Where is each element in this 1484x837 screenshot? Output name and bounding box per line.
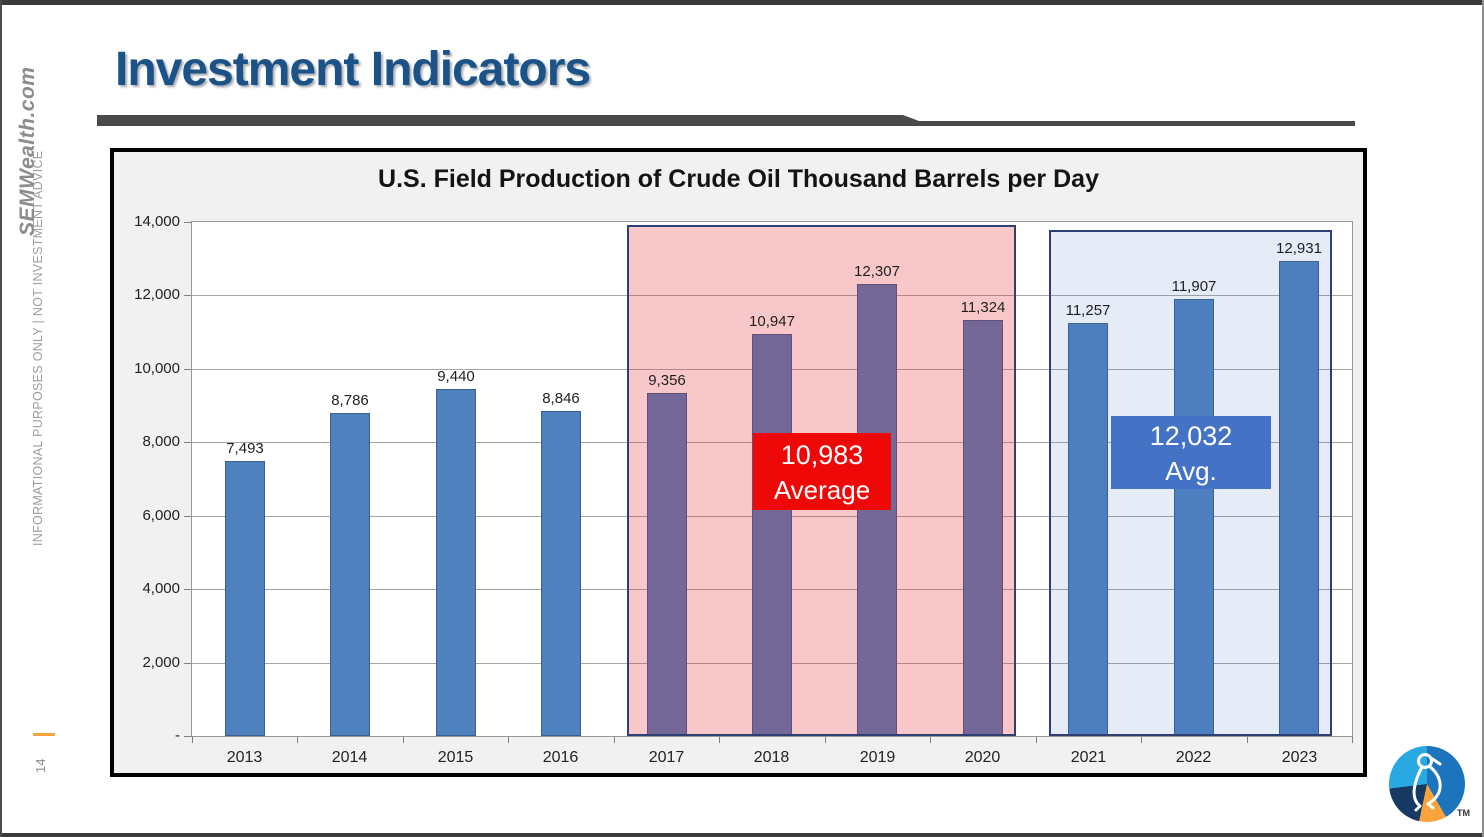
- y-axis-label: 6,000: [142, 507, 180, 524]
- x-axis-tick: [1141, 736, 1142, 743]
- plot-area: 10,983 Average 12,032 Avg. 7,493 8,786 9,440 8,…: [192, 222, 1352, 736]
- bar-2015: [436, 389, 476, 736]
- bar-2016: [541, 411, 581, 736]
- bar-2013: [225, 461, 265, 736]
- bar-2017: [647, 393, 687, 736]
- bar-2018: [752, 334, 792, 736]
- y-axis-tick: [184, 442, 191, 443]
- x-axis-label: 2022: [1175, 749, 1212, 766]
- page-number-rule: [33, 733, 55, 736]
- bar-2021: [1068, 323, 1108, 736]
- bar-2023: [1279, 261, 1319, 736]
- bar-2014: [330, 413, 370, 736]
- left-border-line: [0, 0, 2, 837]
- trademark-symbol: TM: [1457, 808, 1470, 818]
- bar-value-label: 8,846: [542, 390, 580, 407]
- title-divider: [97, 115, 1355, 126]
- pie-logo-icon: [1389, 746, 1465, 822]
- average-value: 10,983: [780, 439, 864, 470]
- y-axis-tick: [184, 295, 191, 296]
- y-axis-tick: [184, 736, 191, 737]
- average-value: 12,032: [1149, 420, 1233, 451]
- x-axis-label: 2014: [331, 749, 368, 766]
- y-axis-label: 2,000: [142, 654, 180, 671]
- slide-title: Investment Indicators: [115, 43, 591, 96]
- bar-value-label: 12,931: [1276, 240, 1322, 257]
- y-axis-tick: [184, 222, 191, 223]
- x-axis-label: 2017: [648, 749, 685, 766]
- x-axis-tick: [1352, 736, 1353, 743]
- y-axis-label: 8,000: [142, 433, 180, 450]
- title-divider-thick: [97, 115, 903, 126]
- average-box-2017-2020: 10,983 Average: [753, 433, 891, 510]
- x-axis-tick: [825, 736, 826, 743]
- bar-value-label: 12,307: [854, 263, 900, 280]
- page-number: 14: [33, 758, 48, 773]
- x-axis-label: 2021: [1070, 749, 1107, 766]
- y-axis-tick: [184, 663, 191, 664]
- sem-logo: [1389, 746, 1465, 822]
- x-axis-label: 2020: [964, 749, 1001, 766]
- right-border-line: [1482, 0, 1484, 837]
- x-axis-tick: [614, 736, 615, 743]
- y-axis-tick: [184, 516, 191, 517]
- bar-2019: [857, 284, 897, 736]
- bar-2020: [963, 320, 1003, 736]
- bar-value-label: 9,356: [648, 372, 686, 389]
- y-axis-label: 14,000: [134, 213, 180, 230]
- disclaimer-text: INFORMATIONAL PURPOSES ONLY | NOT INVEST…: [31, 150, 45, 546]
- top-border-strip: [0, 0, 1484, 5]
- title-divider-step: [903, 115, 919, 126]
- x-axis-label: 2015: [437, 749, 474, 766]
- x-axis-label: 2019: [859, 749, 896, 766]
- gridline: [192, 295, 1352, 296]
- x-axis-tick: [1036, 736, 1037, 743]
- x-axis-tick: [297, 736, 298, 743]
- x-axis-tick: [719, 736, 720, 743]
- bar-value-label: 11,324: [960, 299, 1006, 316]
- x-axis-tick: [192, 736, 193, 743]
- x-axis-label: 2023: [1281, 749, 1318, 766]
- y-axis-tick: [184, 589, 191, 590]
- bar-value-label: 11,907: [1171, 278, 1217, 295]
- chart-title: U.S. Field Production of Crude Oil Thous…: [378, 165, 1099, 193]
- average-caption: Avg.: [1165, 455, 1217, 486]
- x-axis-tick: [930, 736, 931, 743]
- y-axis-label: 12,000: [134, 286, 180, 303]
- x-axis-label: 2016: [542, 749, 579, 766]
- average-box-2021-2023: 12,032 Avg.: [1111, 416, 1271, 489]
- bar-value-label: 9,440: [437, 368, 475, 385]
- bar-value-label: 7,493: [226, 440, 264, 457]
- caliper-icon: [1412, 753, 1442, 812]
- bar-value-label: 11,257: [1065, 302, 1111, 319]
- bar-value-label: 8,786: [331, 392, 369, 409]
- x-axis-tick: [508, 736, 509, 743]
- bar-2022: [1174, 299, 1214, 736]
- y-axis-tick: [184, 369, 191, 370]
- y-axis-label: 10,000: [134, 360, 180, 377]
- title-divider-thin: [919, 121, 1355, 126]
- bar-value-label: 10,947: [749, 313, 795, 330]
- bar-chart: U.S. Field Production of Crude Oil Thous…: [110, 148, 1367, 777]
- x-axis-tick: [1247, 736, 1248, 743]
- x-axis-label: 2018: [753, 749, 790, 766]
- x-axis-tick: [403, 736, 404, 743]
- x-axis-label: 2013: [226, 749, 263, 766]
- y-axis-label: -: [175, 727, 180, 744]
- average-caption: Average: [773, 474, 871, 505]
- bottom-border-strip: [0, 833, 1484, 837]
- y-axis-label: 4,000: [142, 580, 180, 597]
